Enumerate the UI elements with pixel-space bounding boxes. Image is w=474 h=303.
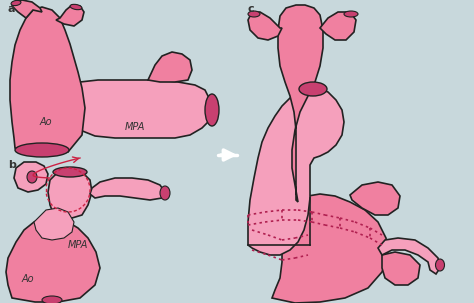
Polygon shape bbox=[12, 0, 42, 18]
Polygon shape bbox=[382, 252, 420, 285]
Ellipse shape bbox=[248, 11, 260, 17]
Ellipse shape bbox=[160, 186, 170, 200]
Ellipse shape bbox=[299, 82, 327, 96]
Text: b: b bbox=[8, 160, 16, 170]
Ellipse shape bbox=[11, 0, 21, 6]
Polygon shape bbox=[6, 218, 100, 302]
Ellipse shape bbox=[70, 4, 82, 10]
Polygon shape bbox=[350, 182, 400, 215]
Text: Ao: Ao bbox=[22, 274, 35, 284]
Polygon shape bbox=[248, 88, 344, 255]
Polygon shape bbox=[56, 5, 84, 26]
Ellipse shape bbox=[205, 94, 219, 126]
Ellipse shape bbox=[42, 296, 62, 303]
Ellipse shape bbox=[27, 171, 37, 183]
Text: a: a bbox=[8, 4, 16, 14]
Polygon shape bbox=[278, 5, 323, 202]
Ellipse shape bbox=[344, 11, 358, 17]
Ellipse shape bbox=[53, 167, 87, 177]
Text: MPA: MPA bbox=[125, 122, 146, 132]
Polygon shape bbox=[72, 80, 212, 138]
Polygon shape bbox=[248, 12, 282, 40]
Polygon shape bbox=[90, 178, 165, 200]
Ellipse shape bbox=[15, 143, 69, 157]
Polygon shape bbox=[48, 170, 92, 218]
Polygon shape bbox=[320, 12, 356, 40]
Polygon shape bbox=[272, 194, 388, 303]
Polygon shape bbox=[34, 208, 74, 240]
Polygon shape bbox=[10, 7, 85, 152]
Polygon shape bbox=[148, 52, 192, 82]
Ellipse shape bbox=[436, 259, 445, 271]
Text: c: c bbox=[248, 4, 255, 14]
Polygon shape bbox=[14, 162, 48, 192]
Text: MPA: MPA bbox=[68, 240, 88, 250]
Polygon shape bbox=[378, 238, 440, 274]
Text: Ao: Ao bbox=[40, 117, 53, 127]
